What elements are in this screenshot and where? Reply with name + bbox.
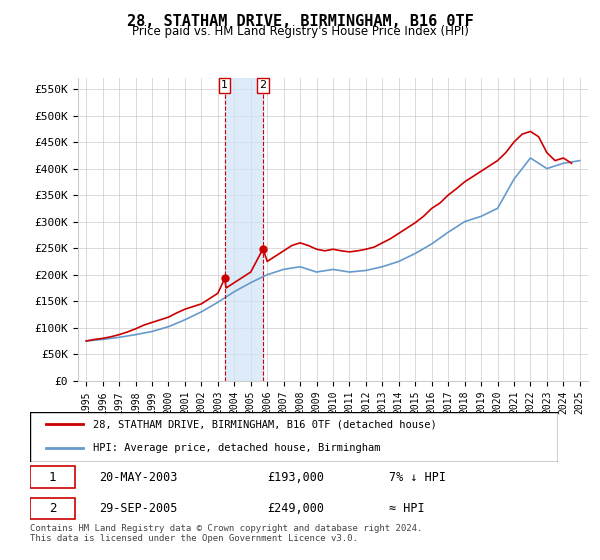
FancyBboxPatch shape (30, 498, 75, 519)
Text: Contains HM Land Registry data © Crown copyright and database right 2024.
This d: Contains HM Land Registry data © Crown c… (30, 524, 422, 543)
Text: HPI: Average price, detached house, Birmingham: HPI: Average price, detached house, Birm… (94, 443, 381, 453)
FancyBboxPatch shape (30, 412, 558, 462)
Text: 29-SEP-2005: 29-SEP-2005 (98, 502, 177, 515)
Text: 1: 1 (221, 80, 228, 90)
Text: 28, STATHAM DRIVE, BIRMINGHAM, B16 0TF: 28, STATHAM DRIVE, BIRMINGHAM, B16 0TF (127, 14, 473, 29)
Text: £249,000: £249,000 (268, 502, 325, 515)
FancyBboxPatch shape (30, 466, 75, 488)
Text: 2: 2 (49, 502, 56, 515)
Text: 28, STATHAM DRIVE, BIRMINGHAM, B16 0TF (detached house): 28, STATHAM DRIVE, BIRMINGHAM, B16 0TF (… (94, 419, 437, 429)
Text: 1: 1 (49, 470, 56, 484)
Bar (225, 78, 263, 381)
Text: 7% ↓ HPI: 7% ↓ HPI (389, 470, 446, 484)
Text: ≈ HPI: ≈ HPI (389, 502, 425, 515)
Text: 2: 2 (260, 80, 266, 90)
Text: Price paid vs. HM Land Registry's House Price Index (HPI): Price paid vs. HM Land Registry's House … (131, 25, 469, 38)
Text: 20-MAY-2003: 20-MAY-2003 (98, 470, 177, 484)
Text: £193,000: £193,000 (268, 470, 325, 484)
